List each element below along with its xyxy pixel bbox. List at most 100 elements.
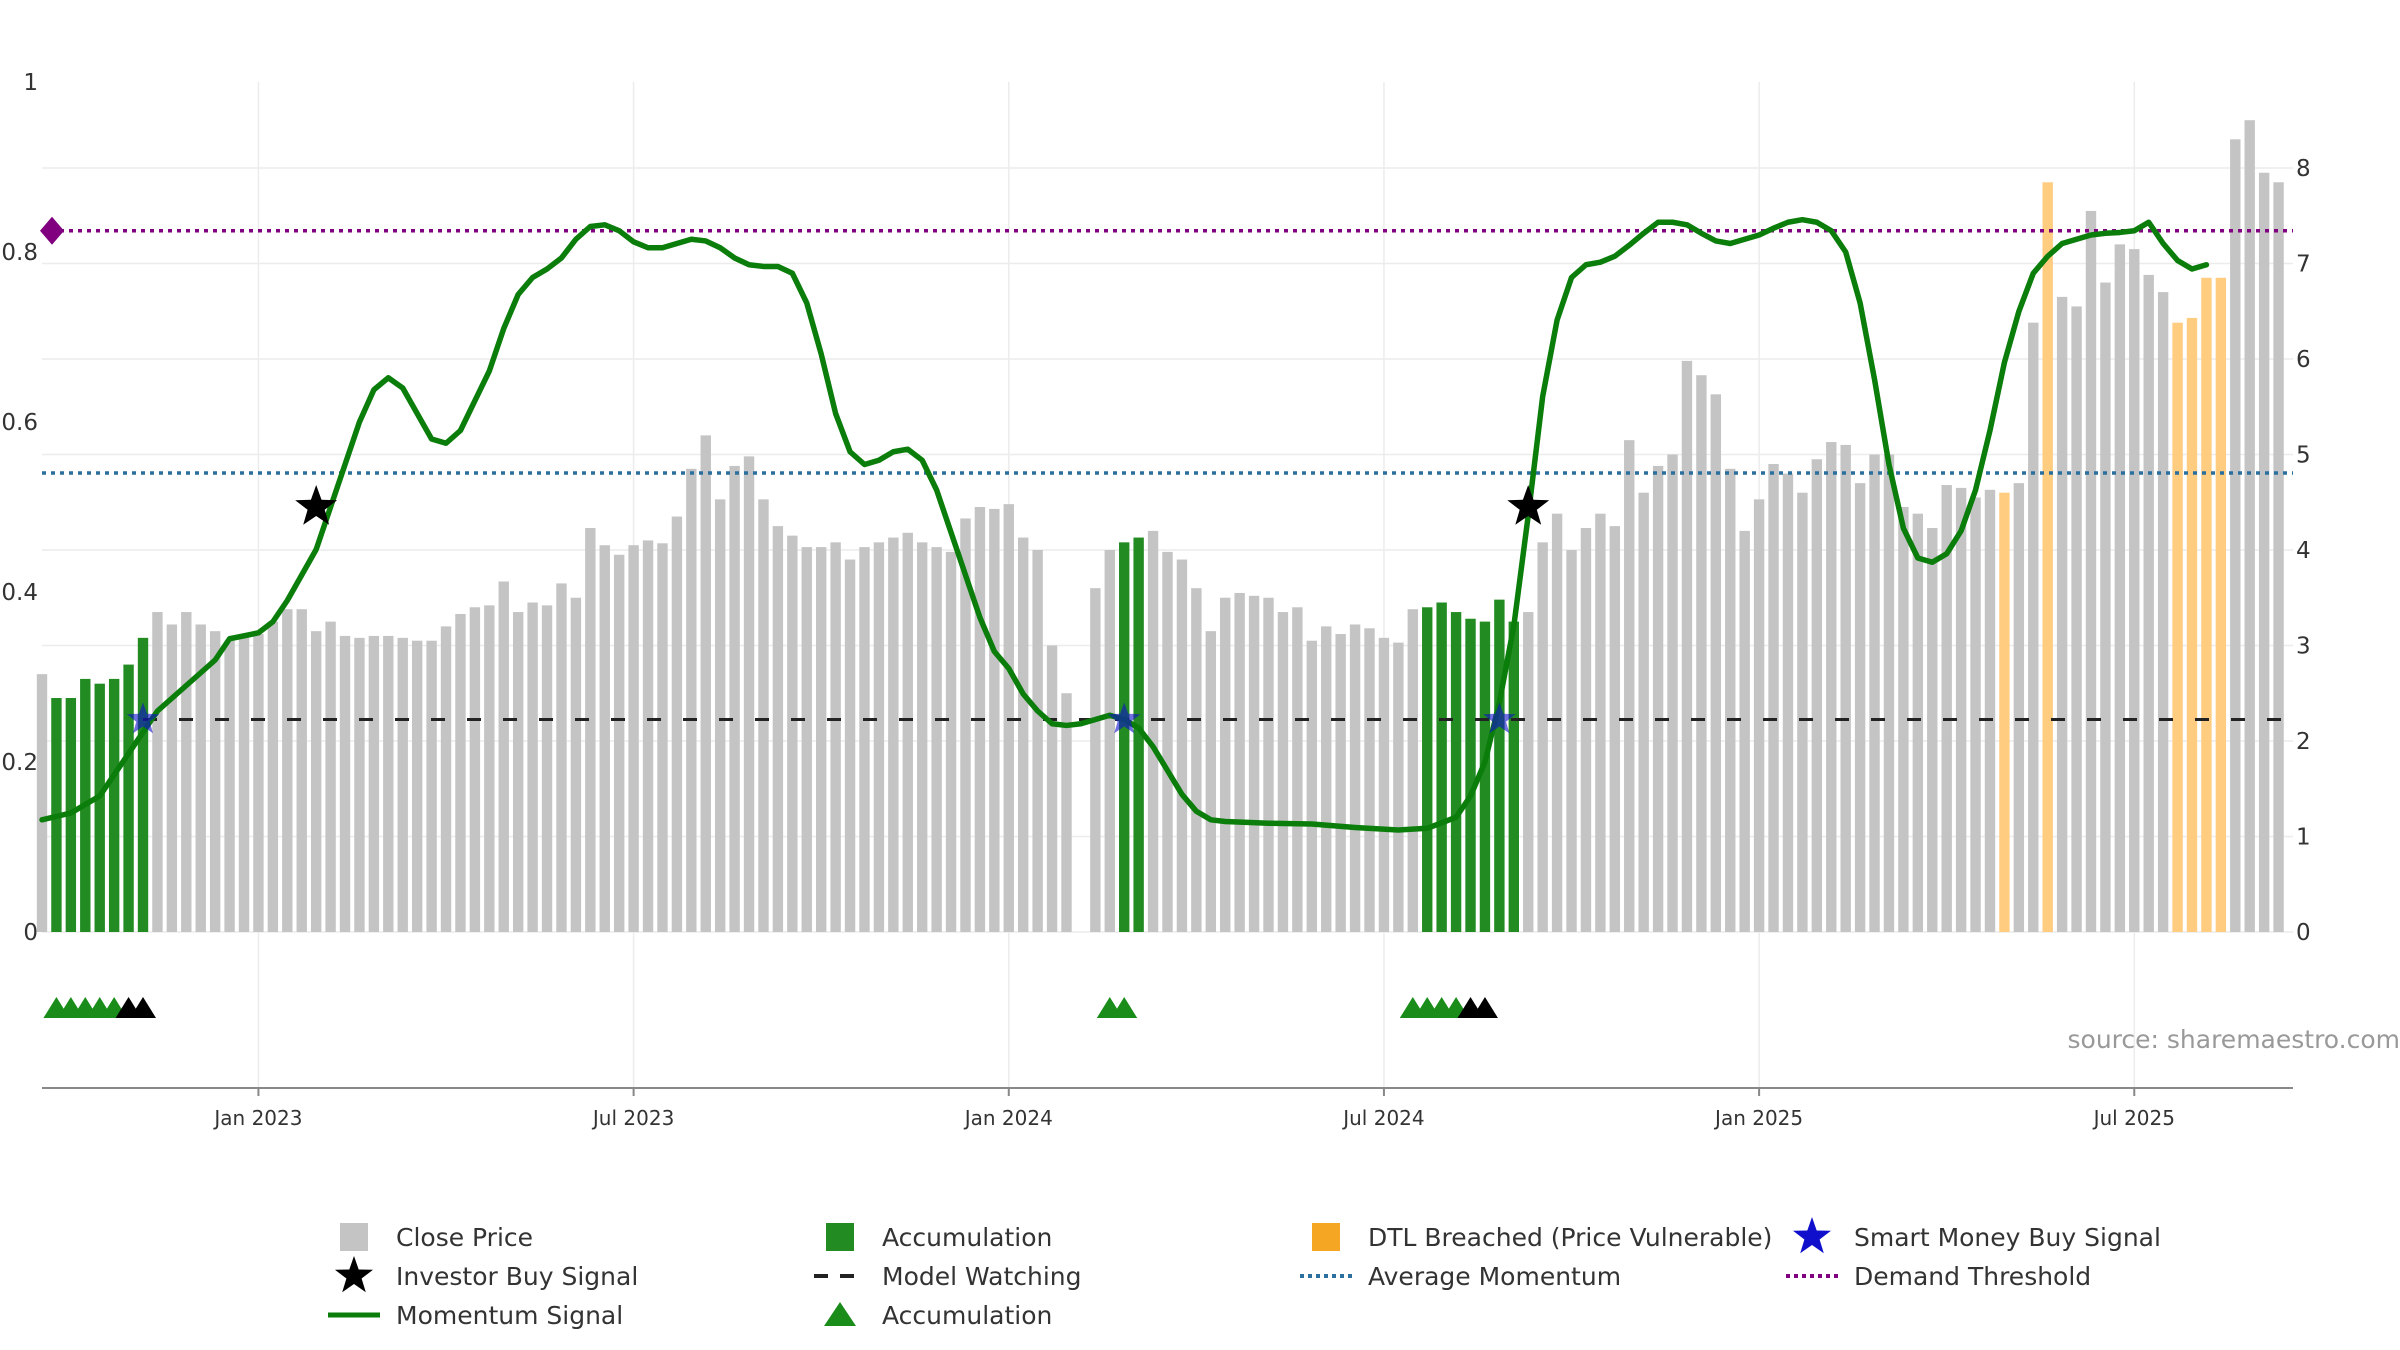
y-right-tick-label: 0 [2296,920,2311,946]
close-price-bar [686,468,697,932]
close-price-bar [1725,468,1736,932]
y-left-tick-label: 0.6 [1,410,38,436]
close-price-bar [1551,513,1563,932]
legend-item: Accumulation [824,1301,1052,1330]
x-tick-label: Jan 2024 [963,1106,1053,1130]
close-price-bar [1826,442,1837,932]
accumulation-bar [123,664,134,932]
close-price-bar [354,637,365,932]
close-price-bar [657,543,668,932]
x-tick-label: Jul 2023 [591,1106,674,1130]
close-price-bar [801,547,812,932]
dtl-breached-bar [2186,317,2198,932]
legend-item: Momentum Signal [328,1301,623,1330]
close-price-bar [1220,597,1231,932]
close-price-bar [325,621,336,932]
close-price-bar [1782,473,1794,932]
close-price-bar [267,621,279,932]
legend-label: Model Watching [882,1262,1082,1291]
close-price-bar [1710,394,1722,933]
close-price-bar [152,612,163,932]
legend-swatch-star [335,1256,373,1293]
close-price-bar [455,613,466,932]
close-price-bar [585,528,596,932]
dtl-breached-bar [2201,277,2212,933]
close-price-bar [772,526,784,932]
legend-label: Average Momentum [1368,1262,1621,1291]
close-price-bar [296,609,307,932]
close-price-bar [743,456,755,932]
close-price-bar [599,545,610,932]
accumulation-bar [1436,602,1447,932]
close-price-bar [2114,244,2126,932]
close-price-bar [1263,597,1274,932]
legend-swatch-square [1312,1223,1340,1251]
close-price-bar [2085,210,2097,932]
legend-label: Momentum Signal [396,1301,623,1330]
close-price-bar [541,605,553,932]
close-price-bar [484,605,495,932]
demand-threshold-marker [40,216,64,245]
close-price-bar [426,640,437,932]
legend-item: Smart Money Buy Signal [1793,1217,2161,1254]
close-price-bar [1811,459,1823,932]
y-right-tick-label: 4 [2296,538,2311,564]
close-price-bar [628,545,639,932]
accumulation-bar [94,683,105,932]
legend-item: Accumulation [826,1223,1052,1252]
close-price-bar [815,547,827,932]
accumulation-triangle-black [130,997,157,1018]
close-price-bar [960,518,971,932]
close-price-bar [181,612,192,932]
close-price-bar [873,542,885,932]
close-price-bar [989,508,1000,932]
close-price-bar [1306,640,1317,932]
x-tick-label: Jul 2024 [1341,1106,1424,1130]
close-price-bar [1652,465,1664,932]
close-price-bar [758,499,769,932]
close-price-bar [859,547,870,932]
close-price-bar [209,631,221,932]
legend-swatch-triangle [824,1302,856,1326]
close-price-bar [1854,483,1866,932]
close-price-bar [1609,526,1621,932]
smart-money-buy-signal-star [126,702,160,734]
close-price-bar [1840,444,1851,932]
close-price-bar [2143,274,2154,932]
y-right-tick-label: 2 [2296,729,2311,755]
close-price-bar [1248,595,1260,932]
accumulation-triangle [1111,997,1138,1018]
reference-lines [40,216,2293,721]
close-price-bar [931,547,942,932]
close-price-bar [1912,513,1924,932]
close-price-bar [902,532,913,932]
close-price-bar [1407,609,1418,932]
close-price-bar [570,597,582,932]
close-price-bar [368,635,380,932]
close-price-bar [253,634,264,932]
close-price-bar [1566,549,1577,932]
smart-money-buy-signal-star [1108,702,1141,734]
accumulation-bar [1465,618,1476,932]
smart-money-buy-signal-star [1483,702,1516,734]
close-price-bar [1349,624,1361,932]
close-price-bar [1638,492,1649,932]
legend-item: DTL Breached (Price Vulnerable) [1312,1223,1772,1252]
y-left-tick-label: 1 [23,70,38,96]
close-price-bar [1191,588,1202,932]
close-price-bar [1580,528,1592,932]
close-price-bar [1335,634,1346,932]
legend-label: Investor Buy Signal [396,1262,638,1291]
close-price-bar [1032,549,1043,932]
close-price-bar [1696,375,1707,932]
close-price-bar [498,581,509,932]
close-price-bar [1162,551,1173,932]
close-price-bar [2244,120,2255,932]
y-right-tick-label: 8 [2296,156,2311,182]
y-right-tick-label: 6 [2296,347,2311,373]
close-price-bar [1955,487,1967,932]
accumulation-bar [1508,621,1520,932]
close-price-bar [2100,282,2111,933]
close-price-bar [945,551,957,932]
